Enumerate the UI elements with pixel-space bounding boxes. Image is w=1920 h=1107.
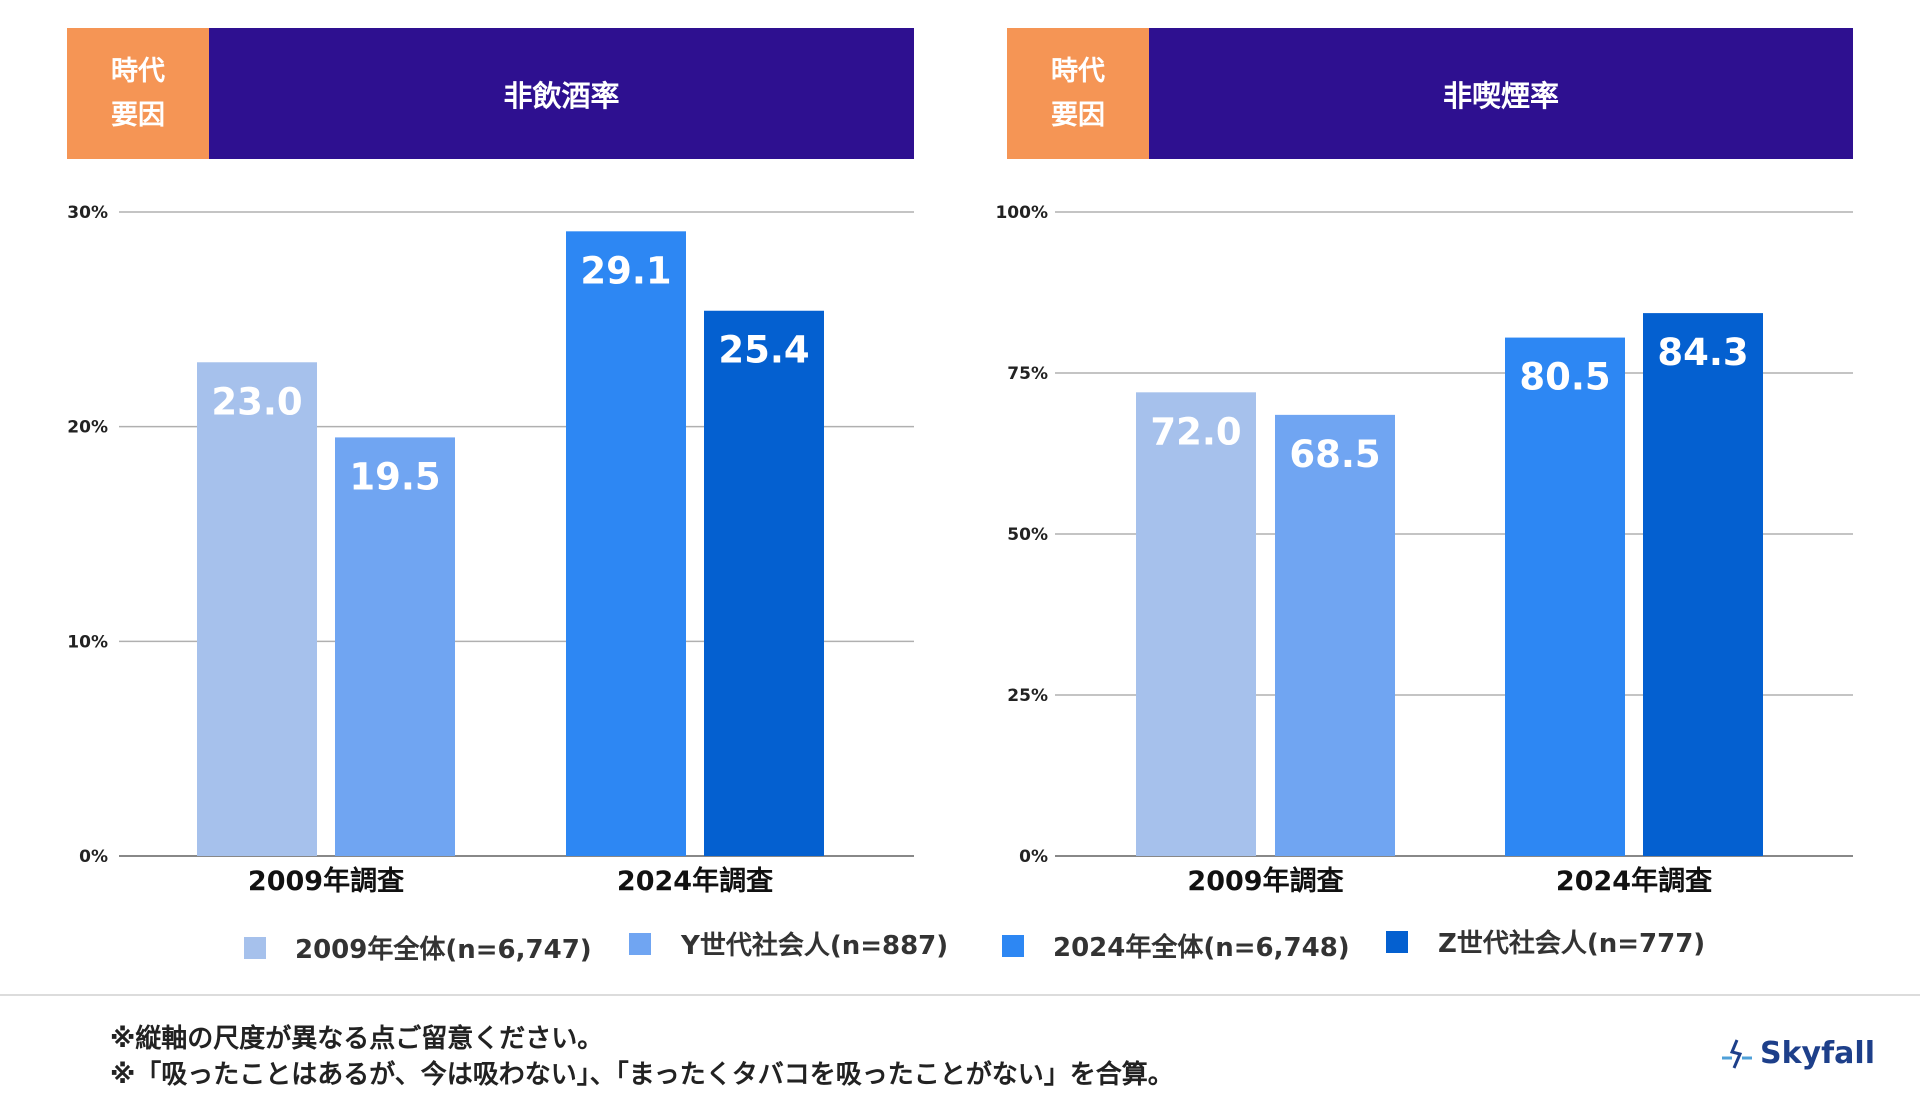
y-tick-label: 100%: [995, 203, 1048, 223]
x-category-label: 2024年調査: [617, 865, 773, 897]
legend-label: 2009年全体(n=6,747): [295, 935, 592, 965]
bar: [704, 310, 824, 856]
legend-swatch: [1002, 935, 1024, 957]
x-category-label: 2009年調査: [1187, 865, 1343, 897]
bar-value-label: 72.0: [1150, 410, 1241, 453]
bar-value-label: 23.0: [211, 380, 302, 423]
bar: [335, 437, 455, 856]
header-tag: 時代 要因: [1007, 28, 1149, 159]
logo-text: Skyfall: [1760, 1036, 1875, 1071]
y-tick-label: 50%: [1007, 525, 1048, 545]
legend-label: Z世代社会人(n=777): [1438, 929, 1706, 959]
legend-swatch: [1386, 931, 1408, 953]
legend-swatch: [629, 933, 651, 955]
y-tick-label: 10%: [67, 632, 108, 652]
legend-label: Y世代社会人(n=887): [681, 931, 949, 961]
tag-line: 時代: [1051, 55, 1105, 87]
charts-svg: 0% 10% 20% 30% 23.0 19.5 29.1 25.4 2009年調査 2024年調…: [67, 203, 1853, 897]
header-right: 時代要因 非喫煙率: [1007, 28, 1853, 159]
tag-line: 時代: [111, 55, 165, 87]
x-category-label: 2024年調査: [1556, 865, 1712, 897]
chart-title: 非喫煙率: [1149, 28, 1853, 159]
footnote: ※縦軸の尺度が異なる点ご留意ください。: [110, 1024, 604, 1054]
bar-value-label: 25.4: [718, 329, 809, 372]
tag-line: 要因: [1051, 99, 1105, 131]
legend-swatch: [244, 937, 266, 959]
y-tick-label: 25%: [1007, 686, 1048, 706]
legend: 2009年全体(n=6,747) Y世代社会人(n=887) 2024年全体(n…: [0, 925, 1920, 965]
bar-value-label: 68.5: [1289, 433, 1380, 476]
skyfall-logo-icon: [1722, 1038, 1752, 1069]
footnote: ※「吸ったことはあるが、今は吸わない」、「まったくタバコを吸ったことがない」を合…: [110, 1060, 1174, 1090]
bar-value-label: 29.1: [580, 249, 671, 292]
bar: [1136, 392, 1256, 856]
tag-line: 要因: [111, 99, 165, 131]
bar: [566, 231, 686, 856]
bar-value-label: 19.5: [349, 455, 440, 498]
bar: [1643, 313, 1763, 856]
x-category-label: 2009年調査: [248, 865, 404, 897]
y-tick-label: 30%: [67, 203, 108, 223]
bar: [197, 362, 317, 856]
legend-label: 2024年全体(n=6,748): [1053, 933, 1350, 963]
y-tick-label: 0%: [79, 847, 108, 867]
y-tick-label: 0%: [1019, 847, 1048, 867]
y-tick-label: 75%: [1007, 364, 1048, 384]
bar: [1505, 337, 1625, 857]
bar-value-label: 84.3: [1657, 331, 1748, 374]
y-tick-label: 20%: [67, 418, 108, 438]
chart-title: 非飲酒率: [209, 28, 914, 159]
bar: [1275, 414, 1395, 856]
divider: [0, 994, 1920, 996]
header-tag: 時代 要因: [67, 28, 209, 159]
bar-value-label: 80.5: [1519, 356, 1610, 399]
skyfall-logo: Skyfall: [1720, 1036, 1875, 1071]
header-left: 時代要因 非飲酒率: [67, 28, 914, 159]
